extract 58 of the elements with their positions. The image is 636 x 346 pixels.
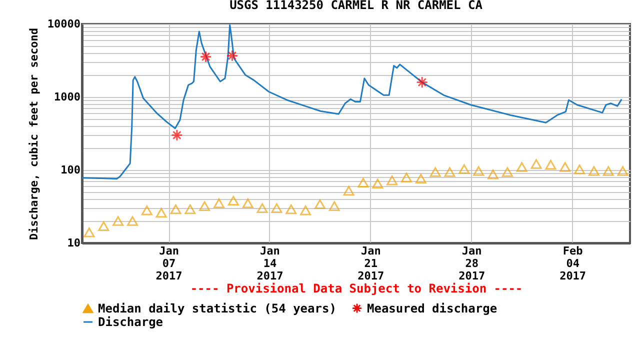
- y-tick-label: 100: [60, 164, 80, 176]
- y-tick-label: 10000: [47, 18, 80, 30]
- y-tick-label: 1000: [54, 90, 80, 104]
- point: [156, 208, 167, 218]
- point: [530, 159, 542, 169]
- point: [126, 216, 138, 226]
- point: [458, 164, 470, 174]
- point: [226, 50, 238, 62]
- point: [502, 167, 513, 177]
- text: ---- Provisional Data Subject to Revision ----: [190, 282, 523, 296]
- y-axis-title: Discharge, cubic feet per second: [27, 28, 40, 240]
- point: [415, 174, 426, 184]
- point: [256, 203, 268, 214]
- point: [358, 178, 369, 188]
- point: [214, 198, 224, 208]
- x-tick-label: Jan 21 2017: [358, 244, 384, 282]
- point: [98, 221, 110, 232]
- point: [430, 167, 441, 177]
- legend-label: Discharge: [98, 315, 164, 329]
- point: [516, 162, 528, 172]
- point: [488, 170, 498, 180]
- legend-label: Median daily statistic (54 years): [98, 302, 336, 316]
- point: [588, 166, 600, 176]
- point: [560, 162, 571, 172]
- point: [416, 76, 428, 88]
- point: [617, 166, 628, 176]
- point: [286, 204, 297, 214]
- x-tick-label: Jan 14 2017: [256, 244, 284, 282]
- point: [400, 172, 412, 182]
- point: [574, 164, 586, 174]
- point: [184, 204, 196, 214]
- point: [199, 201, 210, 211]
- point: [300, 206, 312, 216]
- point: [343, 186, 354, 196]
- legend-label: Measured discharge: [367, 301, 498, 316]
- y-tick-label: 10: [67, 236, 80, 250]
- chart-title: USGS 11143250 CARMEL R NR CARMEL CA: [230, 0, 484, 12]
- point: [200, 50, 212, 63]
- point: [473, 166, 484, 176]
- point: [84, 227, 95, 238]
- point: [170, 129, 183, 142]
- point: [328, 201, 340, 211]
- point: [112, 216, 124, 226]
- x-tick-label: Feb 04 2017: [560, 244, 586, 282]
- x-tick-label: Jan 28 2017: [458, 244, 486, 282]
- point: [372, 178, 384, 189]
- point: [314, 199, 326, 210]
- x-tick-label: Jan 07 2017: [156, 244, 182, 282]
- point: [386, 176, 398, 186]
- point: [444, 167, 456, 177]
- point: [271, 203, 282, 214]
- point: [141, 206, 152, 216]
- line-series: [81, 24, 622, 180]
- point: [545, 160, 556, 170]
- point: [602, 166, 614, 176]
- point: [170, 204, 182, 214]
- point: [228, 196, 239, 206]
- point: [242, 198, 254, 208]
